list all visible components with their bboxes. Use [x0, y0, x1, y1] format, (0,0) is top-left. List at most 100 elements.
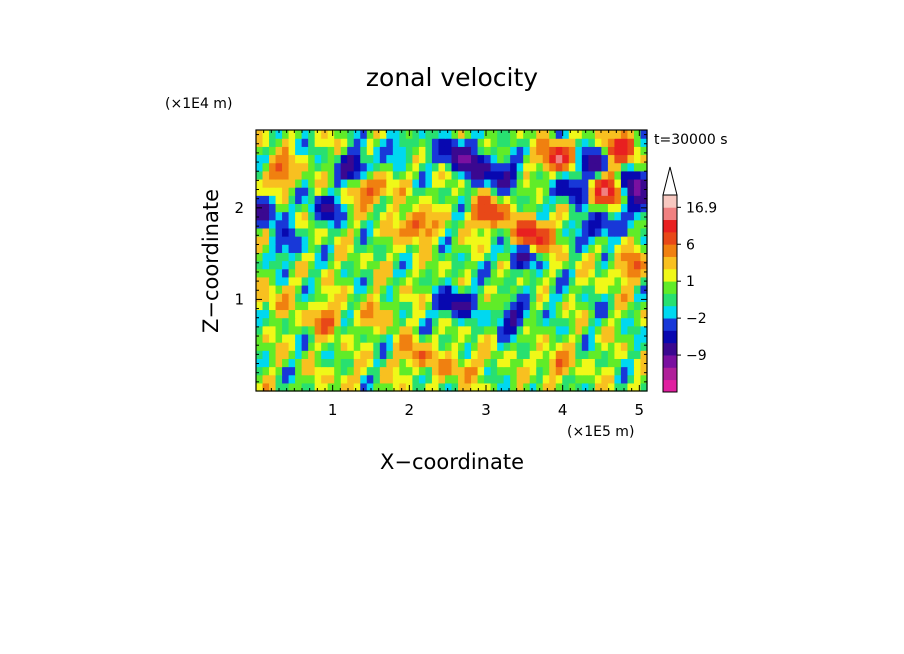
field-cell [484, 244, 492, 253]
field-cell [503, 260, 511, 270]
field-cell [392, 317, 400, 327]
field-cell [321, 219, 329, 229]
field-cell [438, 130, 446, 139]
field-cell [353, 293, 361, 302]
field-cell [418, 293, 427, 302]
field-cell [575, 284, 583, 294]
field-cell [418, 154, 427, 164]
field-cell [379, 309, 387, 319]
field-cell [327, 178, 335, 188]
field-cell [444, 130, 453, 139]
field-cell [555, 276, 563, 286]
field-cell [529, 350, 537, 359]
field-cell [334, 382, 342, 392]
field-cell [562, 227, 570, 237]
field-cell [340, 227, 348, 237]
field-cell [438, 146, 446, 156]
field-cell [562, 382, 570, 392]
field-cell [308, 342, 316, 351]
field-cell [399, 309, 407, 319]
field-cell [262, 317, 270, 327]
field-cell [581, 211, 589, 221]
field-cell [562, 374, 570, 384]
field-cell [295, 309, 303, 319]
field-cell [301, 195, 309, 205]
colorbar-swatch [663, 256, 677, 270]
field-cell [308, 236, 316, 245]
field-cell [523, 178, 531, 188]
field-cell [340, 162, 348, 172]
field-cell [568, 366, 576, 376]
field-cell [458, 284, 466, 294]
field-cell [633, 366, 642, 376]
field-cell [510, 284, 518, 294]
field-cell [360, 130, 368, 139]
field-cell [282, 366, 290, 376]
field-cell [627, 178, 635, 188]
field-cell [594, 187, 602, 196]
field-cell [431, 374, 440, 384]
field-cell [555, 309, 563, 319]
field-cell [275, 187, 283, 196]
field-cell [640, 317, 648, 327]
field-cell [477, 244, 485, 253]
field-cell [458, 170, 466, 180]
field-cell [295, 219, 303, 229]
field-cell [327, 350, 335, 359]
field-cell [412, 342, 420, 351]
field-cell [620, 146, 629, 156]
field-cell [451, 146, 459, 156]
field-cell [581, 227, 589, 237]
field-cell [340, 301, 348, 311]
field-cell [379, 130, 387, 139]
field-cell [614, 342, 622, 351]
field-cell [366, 366, 374, 376]
field-cell [386, 162, 394, 172]
field-cell [373, 366, 381, 376]
field-cell [477, 325, 485, 335]
field-cell [536, 293, 544, 302]
field-cell [295, 325, 303, 335]
field-cell [269, 382, 277, 392]
field-cell [269, 284, 277, 294]
field-cell [458, 130, 466, 139]
field-cell [497, 227, 505, 237]
field-cell [607, 236, 616, 245]
field-cell [503, 154, 511, 164]
field-cell [275, 146, 283, 156]
field-cell [588, 203, 596, 213]
field-cell [555, 211, 563, 221]
field-cell [386, 284, 394, 294]
field-cell [301, 374, 309, 384]
field-cell [575, 301, 583, 311]
field-cell [275, 268, 283, 278]
field-cell [334, 366, 342, 376]
field-cell [262, 170, 270, 180]
field-cell [529, 374, 537, 384]
field-cell [536, 170, 544, 180]
field-cell [503, 138, 511, 147]
field-cell [360, 382, 368, 392]
field-cell [575, 138, 583, 147]
field-cell [425, 325, 433, 335]
field-cell [536, 227, 544, 237]
field-cell [542, 154, 550, 164]
field-cell [633, 252, 642, 262]
field-cell [555, 219, 563, 229]
field-cell [392, 309, 400, 319]
field-cell [471, 227, 479, 237]
field-cell [386, 268, 394, 278]
field-cell [444, 187, 453, 196]
field-cell [269, 358, 277, 368]
field-cell [327, 333, 335, 343]
field-cell [542, 178, 550, 188]
field-cell [640, 219, 648, 229]
field-cell [256, 260, 264, 270]
field-cell [594, 309, 602, 319]
field-cell [334, 187, 342, 196]
field-cell [575, 260, 583, 270]
field-cell [523, 170, 531, 180]
field-cell [360, 284, 368, 294]
field-cell [353, 260, 361, 270]
field-cell [464, 358, 472, 368]
